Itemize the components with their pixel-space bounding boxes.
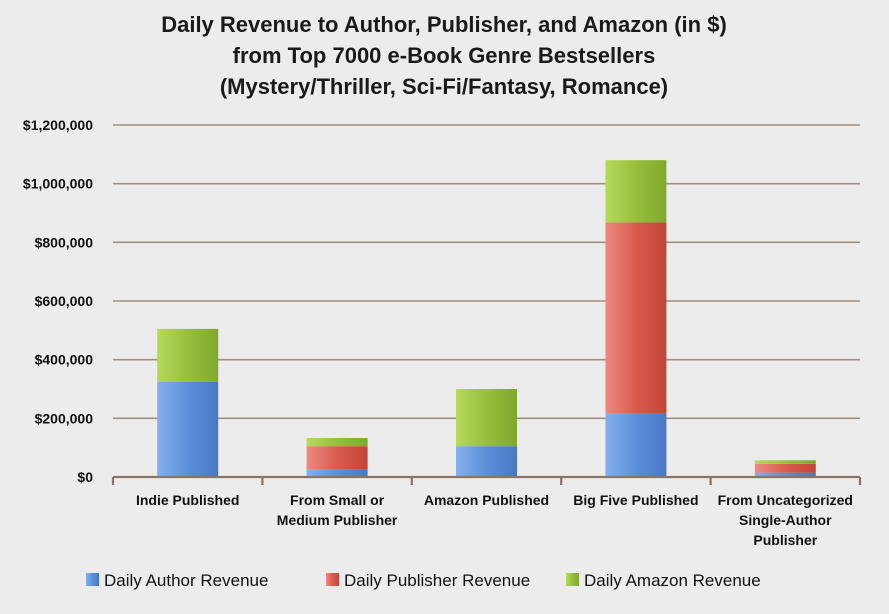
x-category-label-line: Indie Published — [136, 492, 239, 508]
bar-segment — [157, 381, 219, 477]
x-category-label: From Uncategorized Single-Author Publisher — [718, 492, 853, 548]
y-tick-label: $1,000,000 — [23, 176, 93, 192]
x-category-label-line: Amazon Published — [424, 492, 549, 508]
x-category-label-line: Publisher — [753, 532, 817, 548]
bar-segment — [605, 222, 667, 414]
legend-swatch — [86, 573, 99, 586]
chart-title-line-3: (Mystery/Thriller, Sci-Fi/Fantasy, Roman… — [220, 74, 668, 99]
chart-title-line-2: from Top 7000 e-Book Genre Bestsellers — [233, 43, 656, 68]
bar-segment — [605, 160, 667, 223]
x-category-label-line: From Small or — [290, 492, 385, 508]
y-tick-label: $400,000 — [35, 352, 94, 368]
legend-swatch — [326, 573, 339, 586]
x-category-label: From Small or Medium Publisher — [277, 492, 398, 528]
bar-segment — [456, 389, 517, 447]
legend: Daily Author Revenue Daily Publisher Reve… — [86, 571, 761, 590]
x-axis — [111, 475, 862, 485]
gridlines — [113, 124, 860, 420]
x-category-label-line: Big Five Published — [573, 492, 698, 508]
x-category-label: Big Five Published — [573, 492, 698, 508]
bar-segment — [754, 460, 816, 464]
x-category-label-line: Medium Publisher — [277, 512, 398, 528]
legend-label: Daily Publisher Revenue — [344, 571, 530, 590]
bar-segment — [754, 472, 816, 477]
x-category-label-line: Single-Author — [739, 512, 832, 528]
y-tick-label: $1,200,000 — [23, 117, 93, 133]
bar-segment — [754, 463, 816, 473]
chart-title-line-1: Daily Revenue to Author, Publisher, and … — [161, 12, 727, 37]
bar-segment — [157, 328, 219, 382]
legend-swatch — [566, 573, 579, 586]
legend-label: Daily Amazon Revenue — [584, 571, 761, 590]
bar-segment — [456, 446, 517, 477]
y-axis-tick-labels: $0 $200,000 $400,000 $600,000 $800,000 $1,000… — [23, 117, 93, 485]
bar-segment — [306, 469, 368, 477]
x-axis-category-labels: Indie Published From Small or Medium Publi… — [136, 492, 853, 548]
y-tick-label: $0 — [77, 469, 93, 485]
bars — [157, 160, 816, 477]
x-category-label: Indie Published — [136, 492, 239, 508]
y-tick-label: $600,000 — [35, 293, 94, 309]
y-tick-label: $800,000 — [35, 234, 94, 250]
x-category-label: Amazon Published — [424, 492, 549, 508]
legend-label: Daily Author Revenue — [104, 571, 268, 590]
y-tick-label: $200,000 — [35, 410, 94, 426]
x-category-label-line: From Uncategorized — [718, 492, 853, 508]
chart-title: Daily Revenue to Author, Publisher, and … — [161, 12, 727, 99]
bar-segment — [605, 413, 667, 477]
bar-segment — [306, 437, 368, 447]
bar-segment — [306, 446, 368, 470]
